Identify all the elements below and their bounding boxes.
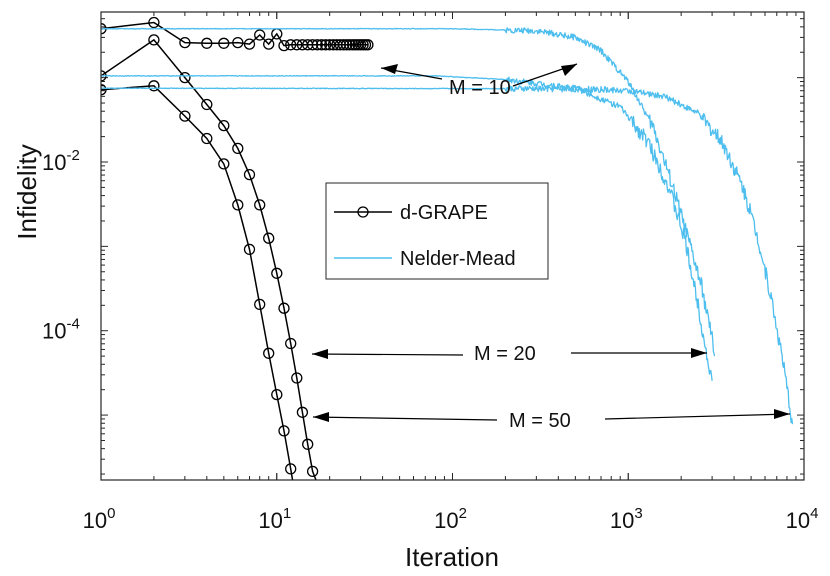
d-grape-point xyxy=(306,39,319,51)
d-grape-point xyxy=(254,199,266,211)
d-grape-point xyxy=(315,39,328,51)
annotation-m20: M = 20 xyxy=(474,343,536,365)
x-tick-label: 100 xyxy=(83,505,116,533)
annotation-m50: M = 50 xyxy=(509,410,571,432)
arrow-m20-left xyxy=(311,353,464,356)
d-grape-point xyxy=(320,39,332,51)
series-d-grape-m20 xyxy=(101,34,319,480)
d-grape-point xyxy=(291,39,303,51)
series-nelder-mead-m10 xyxy=(101,27,716,357)
nelder-mead-line xyxy=(101,27,716,357)
d-grape-point xyxy=(218,158,230,170)
d-grape-point xyxy=(263,232,275,244)
d-grape-point xyxy=(232,199,244,211)
legend: d-GRAPE Nelder-Mead xyxy=(325,182,549,280)
d-grape-line xyxy=(101,85,294,480)
arrowhead-m10-right xyxy=(561,64,577,76)
d-grape-point xyxy=(243,243,256,256)
x-axis-ticks xyxy=(100,12,805,480)
x-axis-label: Iteration xyxy=(405,542,499,572)
d-grape-point xyxy=(232,36,244,49)
d-grape-point xyxy=(148,34,160,46)
d-grape-point xyxy=(201,37,213,49)
arrowhead-m10-left xyxy=(381,64,398,74)
series-nelder-mead-m50 xyxy=(101,85,794,425)
arrow-m50-left xyxy=(312,416,498,421)
d-grape-point xyxy=(302,438,314,450)
d-grape-point xyxy=(243,168,256,181)
d-grape-point xyxy=(278,302,290,314)
legend-box xyxy=(325,182,549,280)
nelder-mead-line xyxy=(101,85,794,425)
y-axis-label: Infidelity xyxy=(12,144,42,239)
d-grape-point xyxy=(263,38,275,50)
plot-frame xyxy=(100,11,805,481)
d-grape-point xyxy=(337,39,350,51)
x-tick-labels: 100 101 102 103 104 xyxy=(83,505,819,533)
d-grape-point xyxy=(296,406,309,418)
d-grape-point xyxy=(285,337,297,350)
d-grape-point xyxy=(362,39,374,51)
arrowhead-m50-left xyxy=(313,412,329,422)
d-grape-point xyxy=(232,142,244,155)
d-grape-point xyxy=(218,37,230,49)
arrow-m50-right xyxy=(604,413,791,420)
d-grape-point xyxy=(306,465,319,478)
arrowhead-m50-right xyxy=(774,409,790,419)
d-grape-point xyxy=(243,38,256,50)
series-d-grape-m50 xyxy=(101,80,297,480)
d-grape-point xyxy=(271,267,283,279)
legend-marker-dgrape xyxy=(357,206,369,218)
d-grape-point xyxy=(271,388,283,401)
y-tick-labels: 10-2 10-4 xyxy=(42,147,80,344)
d-grape-point xyxy=(179,110,191,122)
y-axis-ticks xyxy=(101,18,804,475)
y-tick-label: 10-4 xyxy=(42,316,80,344)
d-grape-point xyxy=(201,132,213,145)
x-tick-label: 102 xyxy=(434,505,467,533)
d-grape-point xyxy=(179,71,191,84)
nelder-mead-line xyxy=(101,74,713,381)
d-grape-point xyxy=(263,347,275,359)
series-group xyxy=(101,16,794,480)
x-tick-label: 104 xyxy=(786,505,819,533)
legend-label-dgrape: d-GRAPE xyxy=(400,202,488,224)
d-grape-point xyxy=(311,39,323,51)
y-tick-label: 10-2 xyxy=(42,147,80,175)
d-grape-point xyxy=(278,39,290,52)
annotations: M = 10 M = 20 M = 50 xyxy=(311,63,791,432)
d-grape-point xyxy=(254,298,266,311)
d-grape-point xyxy=(254,29,266,41)
x-tick-label: 101 xyxy=(258,505,291,533)
d-grape-point xyxy=(344,39,356,51)
x-tick-label: 103 xyxy=(610,505,643,533)
d-grape-point xyxy=(148,16,160,29)
d-grape-point xyxy=(278,425,290,437)
arrowhead-m20-left xyxy=(312,349,328,359)
d-grape-point xyxy=(285,463,297,475)
d-grape-point xyxy=(101,84,107,96)
d-grape-point xyxy=(341,39,353,51)
d-grape-point xyxy=(291,372,303,384)
series-nelder-mead-m20 xyxy=(101,74,713,381)
arrowhead-m20-right xyxy=(691,348,707,358)
legend-label-nelder-mead: Nelder-Mead xyxy=(400,248,516,270)
d-grape-point xyxy=(218,119,230,132)
d-grape-point xyxy=(148,80,160,92)
d-grape-point xyxy=(179,36,191,49)
annotation-m10: M = 10 xyxy=(449,77,511,99)
d-grape-point xyxy=(285,39,297,51)
d-grape-point xyxy=(201,98,213,111)
